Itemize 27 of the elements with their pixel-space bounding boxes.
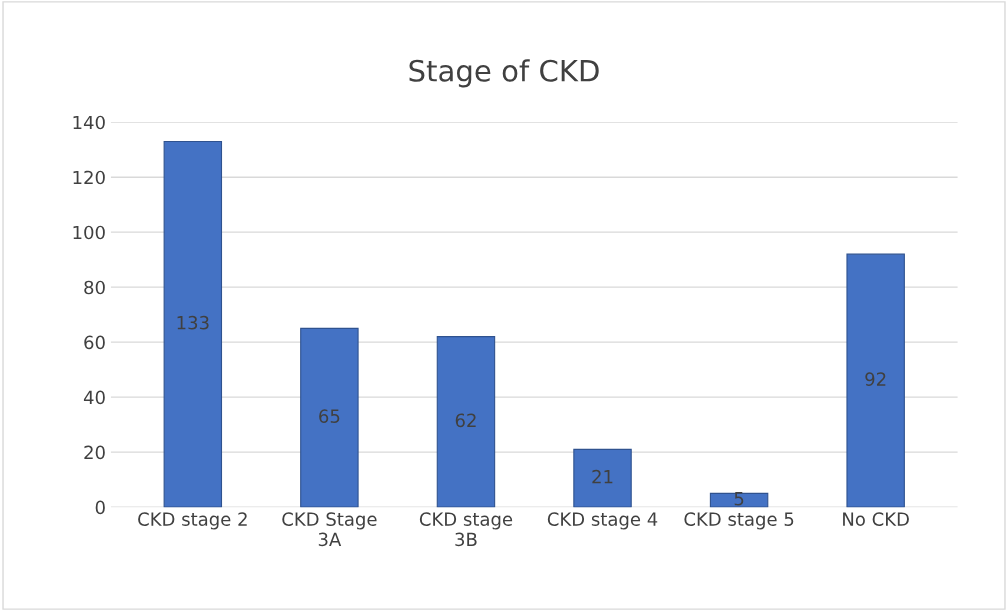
x-tick-label: CKD Stage 3A	[282, 512, 377, 547]
y-tick-label: 60	[84, 335, 105, 350]
x-tick-label: No CKD	[843, 512, 909, 526]
x-tick-label: CKD stage 4	[547, 512, 658, 530]
bar	[300, 327, 359, 508]
bar	[436, 336, 496, 508]
x-tick-label: CKD stage 5	[684, 512, 794, 530]
y-tick-label: 140	[73, 115, 105, 130]
bar	[573, 448, 632, 508]
y-tick-label: 0	[95, 500, 105, 515]
x-tick-label: CKD stage 3B	[419, 512, 513, 547]
y-tick-label: 120	[73, 170, 105, 185]
data-label: 92	[865, 372, 886, 386]
data-label: 133	[177, 315, 209, 330]
bar	[846, 253, 905, 508]
y-tick-label: 80	[84, 280, 105, 295]
chart-title: Stage of CKD	[409, 59, 599, 88]
bar	[163, 140, 223, 508]
y-tick-label: 20	[84, 445, 105, 460]
data-label: 21	[592, 469, 613, 484]
bar	[709, 492, 769, 508]
data-label: 5	[734, 492, 744, 506]
data-label: 62	[455, 413, 476, 428]
y-tick-label: 40	[83, 390, 105, 405]
data-label: 65	[319, 409, 340, 424]
x-tick-label: CKD stage 2	[138, 512, 247, 530]
y-tick-label: 100	[73, 225, 105, 240]
